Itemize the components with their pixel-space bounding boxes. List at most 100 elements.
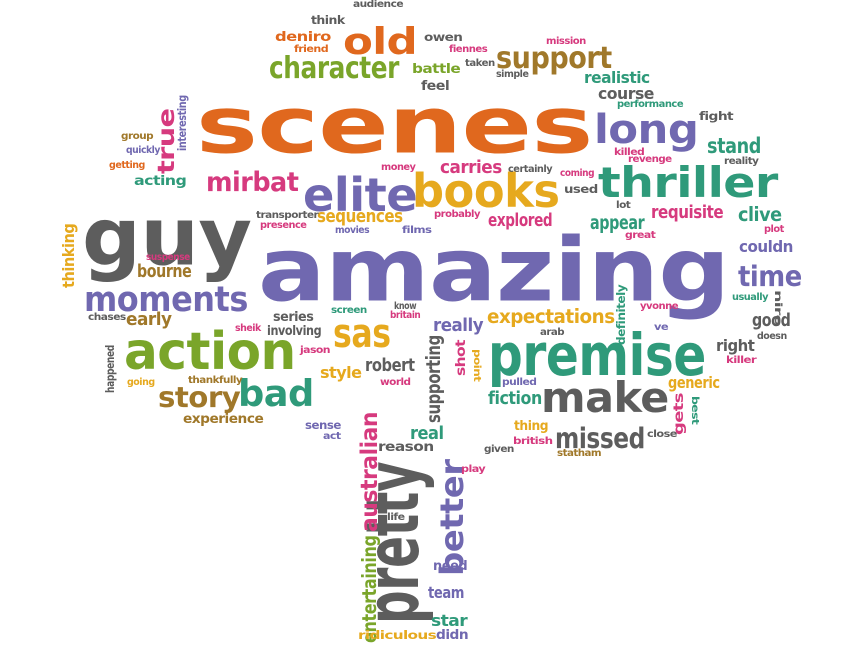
- word-great: great: [625, 230, 656, 241]
- word-supporting: supporting: [422, 335, 445, 423]
- word-sense: sense: [305, 418, 341, 432]
- word-reality: reality: [724, 156, 759, 167]
- word-story: story: [158, 381, 241, 415]
- word-stand: stand: [707, 134, 761, 159]
- word-definitely: definitely: [614, 284, 628, 345]
- word-probably: probably: [434, 209, 480, 220]
- word-audience: audience: [353, 0, 404, 10]
- word-happened: happened: [103, 345, 117, 393]
- word-money: money: [381, 162, 416, 173]
- word-generic: generic: [668, 373, 720, 392]
- word-entertaining: entertaining: [358, 535, 381, 643]
- word-plot: plot: [764, 224, 784, 235]
- word-carries: carries: [440, 158, 502, 178]
- word-amazing: amazing: [258, 219, 730, 323]
- word-experience: experience: [183, 411, 264, 427]
- word-moments: moments: [84, 278, 248, 320]
- word-style: style: [320, 363, 362, 382]
- word-course: course: [598, 84, 654, 103]
- word-elite: elite: [303, 167, 418, 223]
- word-acting: acting: [134, 173, 187, 189]
- word-ve: ve: [654, 322, 669, 333]
- word-need: need: [433, 558, 468, 574]
- word-expectations: expectations: [487, 305, 615, 328]
- word-action: action: [124, 321, 296, 383]
- word-act: act: [323, 431, 341, 442]
- word-character: character: [269, 49, 399, 86]
- word-bad: bad: [238, 372, 314, 416]
- word-guy: guy: [82, 190, 252, 285]
- word-suspense: suspense: [146, 252, 190, 263]
- word-missed: missed: [555, 422, 645, 456]
- word-certainly: certainly: [508, 164, 553, 175]
- word-fiction: fiction: [488, 389, 542, 409]
- word-play: play: [461, 464, 486, 475]
- word-owen: owen: [424, 30, 463, 44]
- word-world: world: [380, 377, 411, 388]
- word-pulled: pulled: [502, 377, 537, 388]
- word-deniro: deniro: [275, 29, 331, 45]
- word-books: books: [412, 163, 560, 219]
- word-requisite: requisite: [651, 203, 724, 223]
- word-right: right: [716, 336, 755, 355]
- word-mission: mission: [546, 36, 586, 47]
- word-early: early: [126, 310, 172, 330]
- word-interesting: interesting: [175, 95, 189, 151]
- word-jason: jason: [300, 345, 331, 356]
- word-ridiculous: ridiculous: [358, 628, 437, 642]
- word-thankfully: thankfully: [188, 375, 243, 386]
- word-fight: fight: [699, 109, 734, 123]
- word-britain: britain: [390, 310, 421, 321]
- word-make: make: [541, 372, 669, 423]
- word-performance: performance: [617, 99, 684, 110]
- word-premise: premise: [488, 321, 706, 390]
- word-team: team: [428, 583, 465, 602]
- word-scenes: scenes: [196, 80, 593, 173]
- word-best: best: [689, 396, 700, 425]
- word-australian: australian: [355, 411, 383, 532]
- word-close: close: [647, 429, 677, 440]
- word-arab: arab: [540, 327, 565, 338]
- word-think: think: [311, 13, 345, 27]
- word-bourne: bourne: [137, 262, 192, 282]
- word-taken: taken: [465, 58, 495, 69]
- word-thing: thing: [514, 418, 549, 434]
- word-sequences: sequences: [317, 207, 403, 227]
- word-given: given: [484, 444, 514, 455]
- word-couldn: couldn: [739, 237, 793, 256]
- word-getting: getting: [109, 160, 145, 171]
- word-didn: didn: [436, 627, 469, 643]
- word-films: films: [402, 225, 432, 236]
- word-time: time: [738, 260, 802, 294]
- word-british: british: [513, 436, 553, 447]
- word-old: old: [343, 20, 418, 64]
- word-appear: appear: [590, 211, 645, 234]
- word-point: point: [471, 349, 482, 382]
- word-realistic: realistic: [584, 68, 650, 87]
- word-chases: chases: [88, 312, 126, 323]
- word-sheik: sheik: [235, 323, 261, 334]
- word-fiennes: fiennes: [449, 44, 488, 55]
- word-really: really: [433, 316, 484, 336]
- word-know: know: [394, 301, 417, 312]
- word-shot: shot: [453, 340, 469, 376]
- word-clive: clive: [738, 203, 782, 226]
- word-life: life: [387, 512, 405, 523]
- word-transporter: transporter: [256, 210, 319, 221]
- word-friend: friend: [294, 44, 329, 55]
- word-mirbat: mirbat: [206, 166, 299, 199]
- word-explored: explored: [488, 211, 553, 231]
- word-support: support: [496, 39, 612, 76]
- word-real: real: [410, 424, 444, 444]
- word-presence: presence: [260, 220, 307, 231]
- word-niro: niro: [772, 290, 783, 326]
- word-thinking: thinking: [59, 223, 78, 288]
- word-lot: lot: [616, 200, 631, 211]
- word-revenge: revenge: [628, 154, 672, 165]
- word-sas: sas: [333, 310, 391, 358]
- word-quickly: quickly: [126, 145, 160, 156]
- word-involving: involving: [267, 323, 322, 339]
- word-good: good: [752, 311, 791, 331]
- word-used: used: [564, 182, 598, 196]
